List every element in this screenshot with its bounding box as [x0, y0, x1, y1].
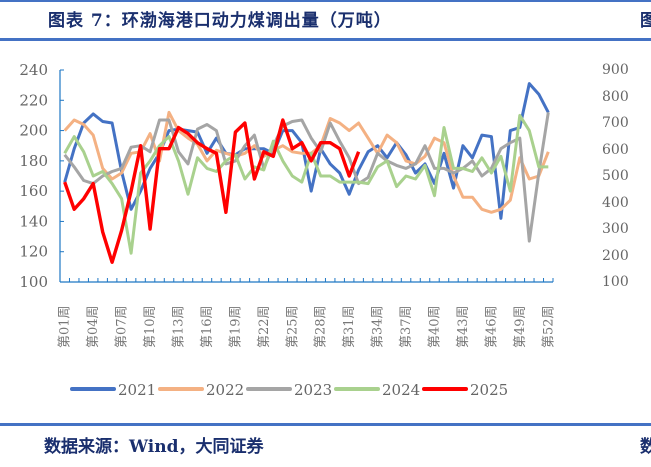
x-tick-label: 第46周: [484, 305, 499, 348]
legend-label-2023: 2023: [294, 381, 332, 399]
y-tick-label: 220: [19, 91, 48, 109]
x-tick-label: 第01周: [58, 305, 73, 348]
x-tick-label: 第19周: [228, 305, 243, 348]
right-axis-tick-label: 300: [602, 221, 629, 237]
series-line-2024: [63, 113, 549, 255]
x-tick-label: 第13周: [172, 305, 187, 348]
right-axis-tick-label: 600: [602, 141, 629, 158]
data-source: 数据来源：Wind，大同证券: [44, 437, 264, 457]
y-tick-label: 240: [19, 61, 48, 79]
right-axis-tick-label: 200: [602, 247, 629, 264]
figure-title: 图表 7：环渤海港口动力煤调出量（万吨）: [48, 11, 392, 31]
legend-label-2022: 2022: [206, 381, 244, 399]
line-chart: 100 120 140 160 180 200 220 240 第01周 第04周 第07周 第10周…: [19, 61, 556, 399]
right-axis-tick-label: 700: [602, 115, 629, 131]
x-tick-label: 第43周: [456, 305, 471, 348]
title-top-rule: [0, 0, 651, 2]
x-tick-label: 第07周: [115, 305, 130, 348]
right-axis-tick-label: 800: [602, 88, 629, 105]
y-tick-label: 100: [19, 273, 48, 291]
y-tick-label: 120: [19, 243, 48, 261]
x-tick-label: 第22周: [257, 305, 272, 348]
right-panel-source: 数: [640, 437, 651, 457]
y-tick-label: 140: [19, 212, 48, 230]
right-axis-tick-label: 100: [602, 274, 629, 290]
x-tick-label: 第52周: [541, 305, 556, 348]
legend-label-2024: 2024: [382, 381, 420, 399]
x-tick-label: 第10周: [143, 305, 158, 348]
right-axis-tick-label: 400: [602, 194, 629, 211]
x-tick-label: 第25周: [285, 305, 300, 348]
y-tick-label: 160: [19, 182, 48, 200]
x-tick-label: 第04周: [86, 305, 101, 348]
right-axis-tick-label: 900: [602, 62, 629, 78]
right-panel-title: 图: [640, 11, 651, 31]
title-underline: [0, 38, 651, 41]
right-axis-tick-label: 500: [602, 168, 629, 184]
x-tick-label: 第16周: [200, 305, 215, 348]
x-tick-label: 第28周: [314, 305, 329, 348]
footer-rule: [0, 423, 651, 426]
legend-label-2021: 2021: [118, 381, 156, 399]
series-line-2025: [63, 118, 361, 264]
x-tick-label: 第40周: [427, 305, 442, 348]
series-line-2023: [63, 112, 550, 243]
x-tick-label: 第37周: [399, 305, 414, 348]
x-tick-label: 第34周: [371, 305, 386, 348]
legend-label-2025: 2025: [470, 381, 508, 399]
x-tick-label: 第31周: [342, 305, 357, 348]
y-tick-label: 200: [19, 122, 48, 140]
x-tick-label: 第49周: [513, 305, 528, 348]
y-tick-label: 180: [19, 152, 48, 170]
